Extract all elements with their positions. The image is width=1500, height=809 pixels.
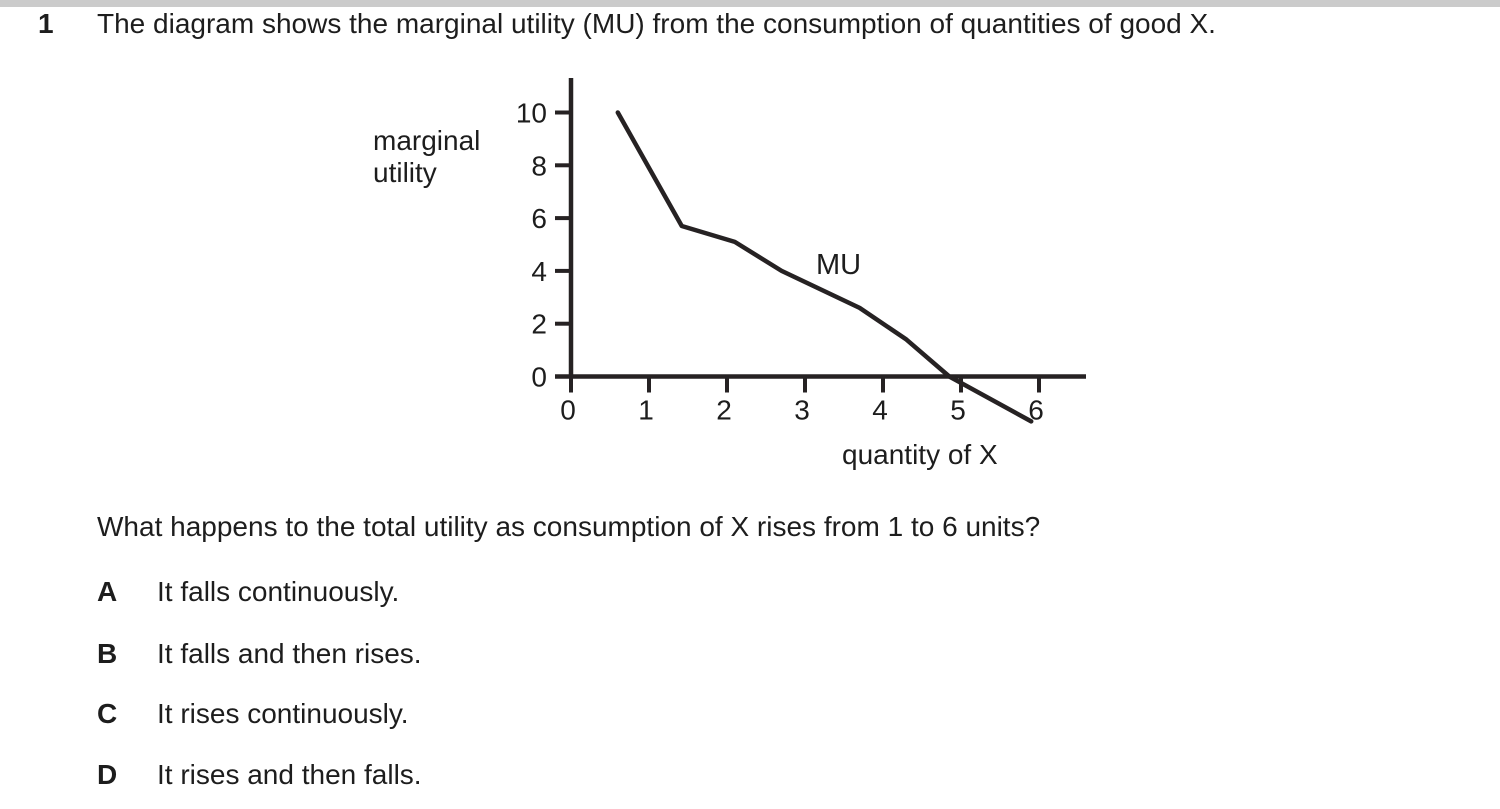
y-tick-label-8: 8 (531, 150, 547, 181)
y-tick-label-6: 6 (531, 203, 547, 234)
y-tick-label-10: 10 (516, 98, 547, 129)
option-d-text: It rises and then falls. (157, 759, 422, 790)
x-tick-label-5: 5 (950, 395, 966, 426)
x-tick-label-4: 4 (872, 395, 888, 426)
y-axis-label: marginal utility (373, 125, 480, 189)
mu-series-label: MU (816, 249, 862, 281)
y-axis-label-line2: utility (373, 157, 437, 188)
option-d-letter: D (97, 759, 118, 790)
x-axis-label: quantity of X (842, 439, 998, 470)
option-a-text: It falls continuously. (157, 576, 400, 607)
option-b-text: It falls and then rises. (157, 638, 422, 669)
scan-edge-artifact (0, 0, 1500, 7)
y-tick-label-0: 0 (531, 362, 547, 393)
y-tick-label-4: 4 (531, 256, 547, 287)
question-intro: The diagram shows the marginal utility (… (97, 8, 1216, 39)
y-axis-label-line1: marginal (373, 125, 481, 156)
question-number: 1 (38, 8, 54, 39)
option-a-letter: A (97, 576, 118, 607)
x-tick-label-0: 0 (560, 395, 576, 426)
option-c-letter: C (97, 698, 118, 729)
x-tick-label-3: 3 (794, 395, 810, 426)
question-prompt: What happens to the total utility as con… (97, 511, 1041, 542)
y-tick-label-2: 2 (531, 309, 547, 340)
x-tick-label-1: 1 (638, 395, 654, 426)
option-b-letter: B (97, 638, 118, 669)
x-tick-label-6: 6 (1028, 395, 1044, 426)
x-tick-label-2: 2 (716, 395, 732, 426)
option-c-text: It rises continuously. (157, 698, 409, 729)
mu-line (615, 110, 1034, 424)
